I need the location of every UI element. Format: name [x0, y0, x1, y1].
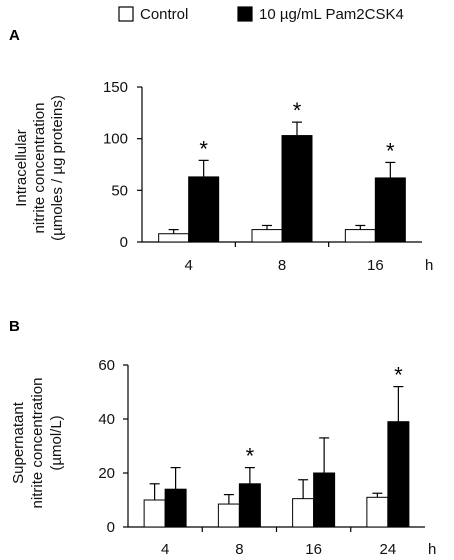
panel-b-bar-treated — [164, 488, 187, 528]
panel-a-unit-label: h — [425, 257, 433, 274]
panel-a-letter: A — [9, 27, 20, 44]
panel-b-significance-marker: * — [394, 363, 403, 388]
legend-control-label: Control — [140, 6, 188, 23]
panel-b-ytick-label: 60 — [98, 357, 115, 374]
panel-a-ylabel-line2: nitrite concentration — [31, 103, 48, 234]
panel-b-bar-treated — [387, 421, 410, 528]
panel-a-ylabel-line1: Intracellular — [13, 129, 30, 207]
panel-b-ytick-label: 40 — [98, 411, 115, 428]
panel-a: A Intracellular nitrite concentration (µ… — [9, 27, 433, 274]
panel-a-bar-control — [158, 233, 190, 243]
panel-b-significance-marker: * — [246, 444, 255, 469]
panel-b-ytick-label: 20 — [98, 465, 115, 482]
panel-b-ylabel-line2: nitrite concentration — [29, 378, 46, 509]
panel-b-bar-control — [292, 498, 315, 528]
panel-a-xtick-label: 4 — [184, 257, 192, 274]
panel-b-bar-control — [366, 496, 389, 528]
panel-b-ytick-label: 0 — [107, 519, 115, 536]
panel-a-bar-treated — [188, 176, 220, 243]
panel-a-xtick-label: 8 — [278, 257, 286, 274]
panel-b-xtick-label: 4 — [161, 541, 169, 558]
panel-a-ytick-label: 100 — [103, 131, 128, 148]
legend-treated-swatch — [237, 6, 253, 22]
panel-a-significance-marker: * — [293, 98, 302, 123]
panel-a-xtick-label: 16 — [367, 257, 384, 274]
legend-control-swatch — [118, 6, 134, 22]
panel-a-bar-treated — [281, 135, 313, 243]
panel-b-bar-treated — [313, 472, 336, 528]
panel-a-bar-control — [344, 229, 376, 243]
panel-b: B Supernatant nitrite concentration (µmo… — [9, 318, 436, 558]
panel-a-ytick-label: 150 — [103, 79, 128, 96]
panel-a-ytick-label: 50 — [111, 182, 128, 199]
panel-a-bar-control — [251, 229, 283, 243]
panel-b-xtick-label: 24 — [380, 541, 397, 558]
panel-b-bar-treated — [238, 483, 261, 528]
panel-b-ylabel-line1: Supernatant — [10, 401, 27, 484]
panel-b-xtick-label: 16 — [305, 541, 322, 558]
legend-treated-label: 10 µg/mL Pam2CSK4 — [259, 6, 404, 23]
panel-a-ylabel-line3: (µmoles / µg proteins) — [49, 95, 66, 241]
panel-b-bar-control — [217, 503, 240, 528]
panel-a-bar-treated — [374, 177, 406, 243]
panel-b-unit-label: h — [428, 541, 436, 558]
panel-b-xtick-label: 8 — [235, 541, 243, 558]
panel-b-ylabel-line3: (µmol/L) — [48, 415, 65, 470]
panel-a-significance-marker: * — [386, 138, 395, 163]
legend: Control 10 µg/mL Pam2CSK4 — [118, 6, 404, 23]
panel-b-letter: B — [9, 318, 20, 335]
panel-b-bar-control — [143, 499, 166, 528]
panel-a-significance-marker: * — [199, 136, 208, 161]
panel-a-ytick-label: 0 — [120, 234, 128, 251]
